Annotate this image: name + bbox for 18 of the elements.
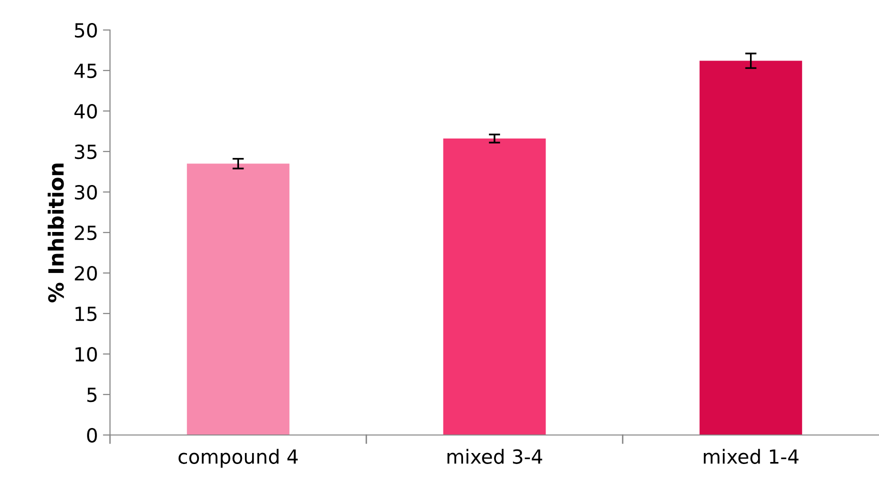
x-tick-label: mixed 1-4 — [704, 448, 798, 464]
y-tick-label: 25 — [74, 225, 96, 240]
y-tick-label: 5 — [87, 388, 96, 402]
bar — [700, 60, 802, 435]
bar — [443, 138, 546, 435]
x-tick-label: mixed 3-4 — [448, 448, 542, 464]
x-tick-label: compound 4 — [178, 448, 298, 468]
bar — [186, 164, 290, 435]
y-tick-label: 15 — [76, 306, 96, 322]
y-tick-label: 0 — [87, 428, 97, 443]
y-tick-label: 50 — [74, 22, 97, 38]
y-tick-label: 30 — [74, 184, 97, 200]
y-axis-title: % Inhibition — [48, 164, 64, 302]
y-tick-label: 45 — [74, 64, 96, 78]
y-tick-label: 10 — [76, 346, 97, 362]
y-tick-label: 20 — [74, 266, 97, 281]
y-tick-label: 40 — [74, 104, 97, 119]
y-tick-label: 35 — [74, 144, 96, 160]
